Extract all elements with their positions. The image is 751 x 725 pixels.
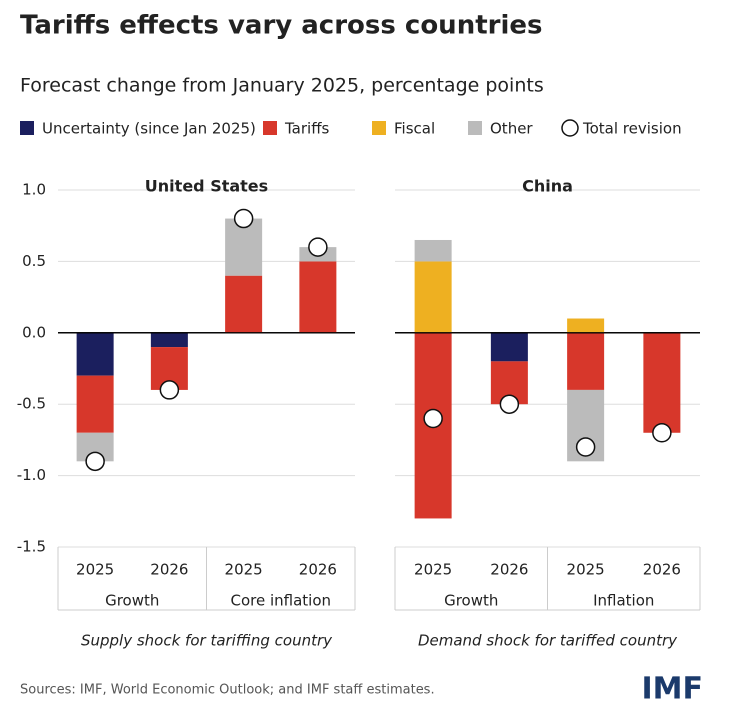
bar-segment <box>414 261 452 333</box>
bar-segment <box>150 332 188 348</box>
total-marker <box>423 408 443 429</box>
total-marker <box>159 380 180 400</box>
legend-swatch <box>263 121 277 135</box>
x-tick-label: 2025 <box>414 561 452 579</box>
source: Sources: IMF, World Economic Outlook; an… <box>20 683 435 698</box>
logo: IMF <box>641 672 703 707</box>
x-tick-label: 2025 <box>567 561 605 579</box>
legend-label: Total revision <box>582 120 682 138</box>
bar-segment <box>76 375 114 433</box>
x-tick-label: 2026 <box>299 561 337 579</box>
total-marker <box>575 437 596 457</box>
footnote: Supply shock for tariffing country <box>81 632 333 650</box>
total-marker <box>652 423 672 443</box>
bar-segment <box>490 332 528 362</box>
legend-label: Uncertainty (since Jan 2025) <box>42 120 256 138</box>
x-tick-label: 2026 <box>490 561 528 579</box>
legend-label: Tariffs <box>284 120 330 138</box>
x-tick-label: 2026 <box>150 561 188 579</box>
y-tick-label: 1.0 <box>22 181 46 199</box>
bar-segment <box>299 261 337 333</box>
legend-label: Fiscal <box>394 120 435 138</box>
panel-title: China <box>522 177 573 196</box>
y-tick-label: -1.5 <box>17 538 46 556</box>
total-marker <box>499 394 520 414</box>
y-tick-label: -0.5 <box>17 395 46 413</box>
y-tick-label: -1.0 <box>17 466 46 484</box>
panel-title: United States <box>145 177 268 196</box>
bar-segment <box>567 332 605 390</box>
bar-segment <box>567 318 605 333</box>
legend-swatch <box>468 121 482 135</box>
bar-segment <box>225 275 263 333</box>
legend-swatch <box>20 121 34 135</box>
group-label: Growth <box>105 592 159 610</box>
y-tick-label: 0.5 <box>22 252 46 270</box>
x-tick-label: 2025 <box>225 561 263 579</box>
bar-segment <box>76 332 114 376</box>
group-label: Inflation <box>593 592 654 610</box>
group-label: Core inflation <box>230 592 331 610</box>
bar-segment <box>643 332 681 433</box>
total-marker <box>308 237 328 257</box>
chart-title: Tariffs effects vary across countries <box>20 11 542 41</box>
bar-segment <box>414 239 452 262</box>
footnote: Demand shock for tariffed country <box>418 632 678 650</box>
subtitle: Forecast change from January 2025, perce… <box>20 75 544 97</box>
total-marker <box>85 451 105 472</box>
legend-swatch <box>372 121 386 135</box>
total-marker <box>233 208 254 229</box>
group-label: Growth <box>444 592 498 610</box>
legend-marker <box>561 119 579 137</box>
x-tick-label: 2025 <box>76 561 114 579</box>
x-tick-label: 2026 <box>643 561 681 579</box>
y-tick-label: 0.0 <box>22 323 46 341</box>
legend-label: Other <box>490 120 533 138</box>
